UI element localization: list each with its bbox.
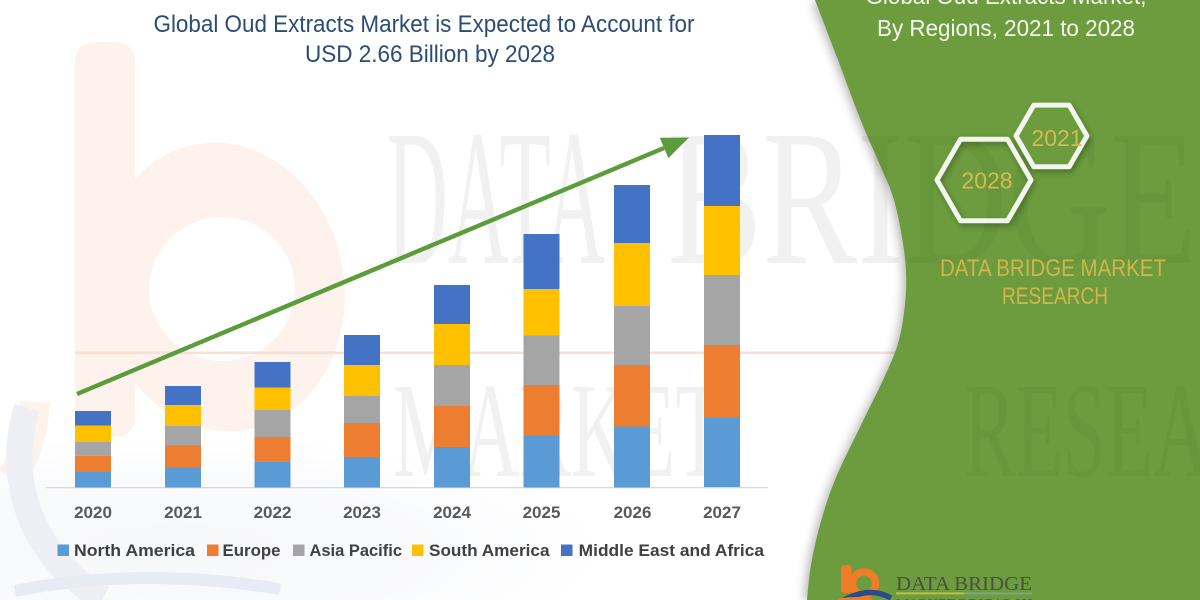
svg-text:2020: 2020 <box>74 503 112 522</box>
svg-text:2023: 2023 <box>343 503 381 522</box>
svg-text:2025: 2025 <box>523 503 561 522</box>
svg-text:2022: 2022 <box>254 503 292 522</box>
svg-text:DATA: DATA <box>387 90 605 305</box>
svg-text:Global Oud Extracts Market,: Global Oud Extracts Market, <box>866 0 1147 9</box>
svg-text:2028: 2028 <box>961 168 1012 194</box>
svg-text:2024: 2024 <box>433 503 471 522</box>
svg-text:2021: 2021 <box>1031 125 1082 151</box>
svg-text:By Regions, 2021 to 2028: By Regions, 2021 to 2028 <box>877 15 1135 41</box>
svg-text:RESEARCH: RESEARCH <box>964 356 1200 506</box>
svg-text:Asia Pacific: Asia Pacific <box>310 541 403 560</box>
svg-text:USD 2.66 Billion by 2028: USD 2.66 Billion by 2028 <box>305 41 555 68</box>
svg-text:DATA BRIDGE: DATA BRIDGE <box>896 573 1032 595</box>
svg-text:RESEARCH: RESEARCH <box>1002 283 1108 310</box>
svg-text:Europe: Europe <box>223 541 281 560</box>
svg-text:Middle East and Africa: Middle East and Africa <box>579 541 765 560</box>
svg-text:Global Oud Extracts Market is: Global Oud Extracts Market is Expected t… <box>154 11 695 38</box>
svg-text:North America: North America <box>74 541 196 560</box>
svg-text:MARKET RESEARCH: MARKET RESEARCH <box>896 596 1032 600</box>
svg-text:2027: 2027 <box>703 503 741 522</box>
svg-text:DATA BRIDGE MARKET: DATA BRIDGE MARKET <box>940 255 1166 282</box>
svg-text:2021: 2021 <box>164 503 202 522</box>
svg-text:South America: South America <box>429 541 550 560</box>
svg-text:2026: 2026 <box>614 503 652 522</box>
